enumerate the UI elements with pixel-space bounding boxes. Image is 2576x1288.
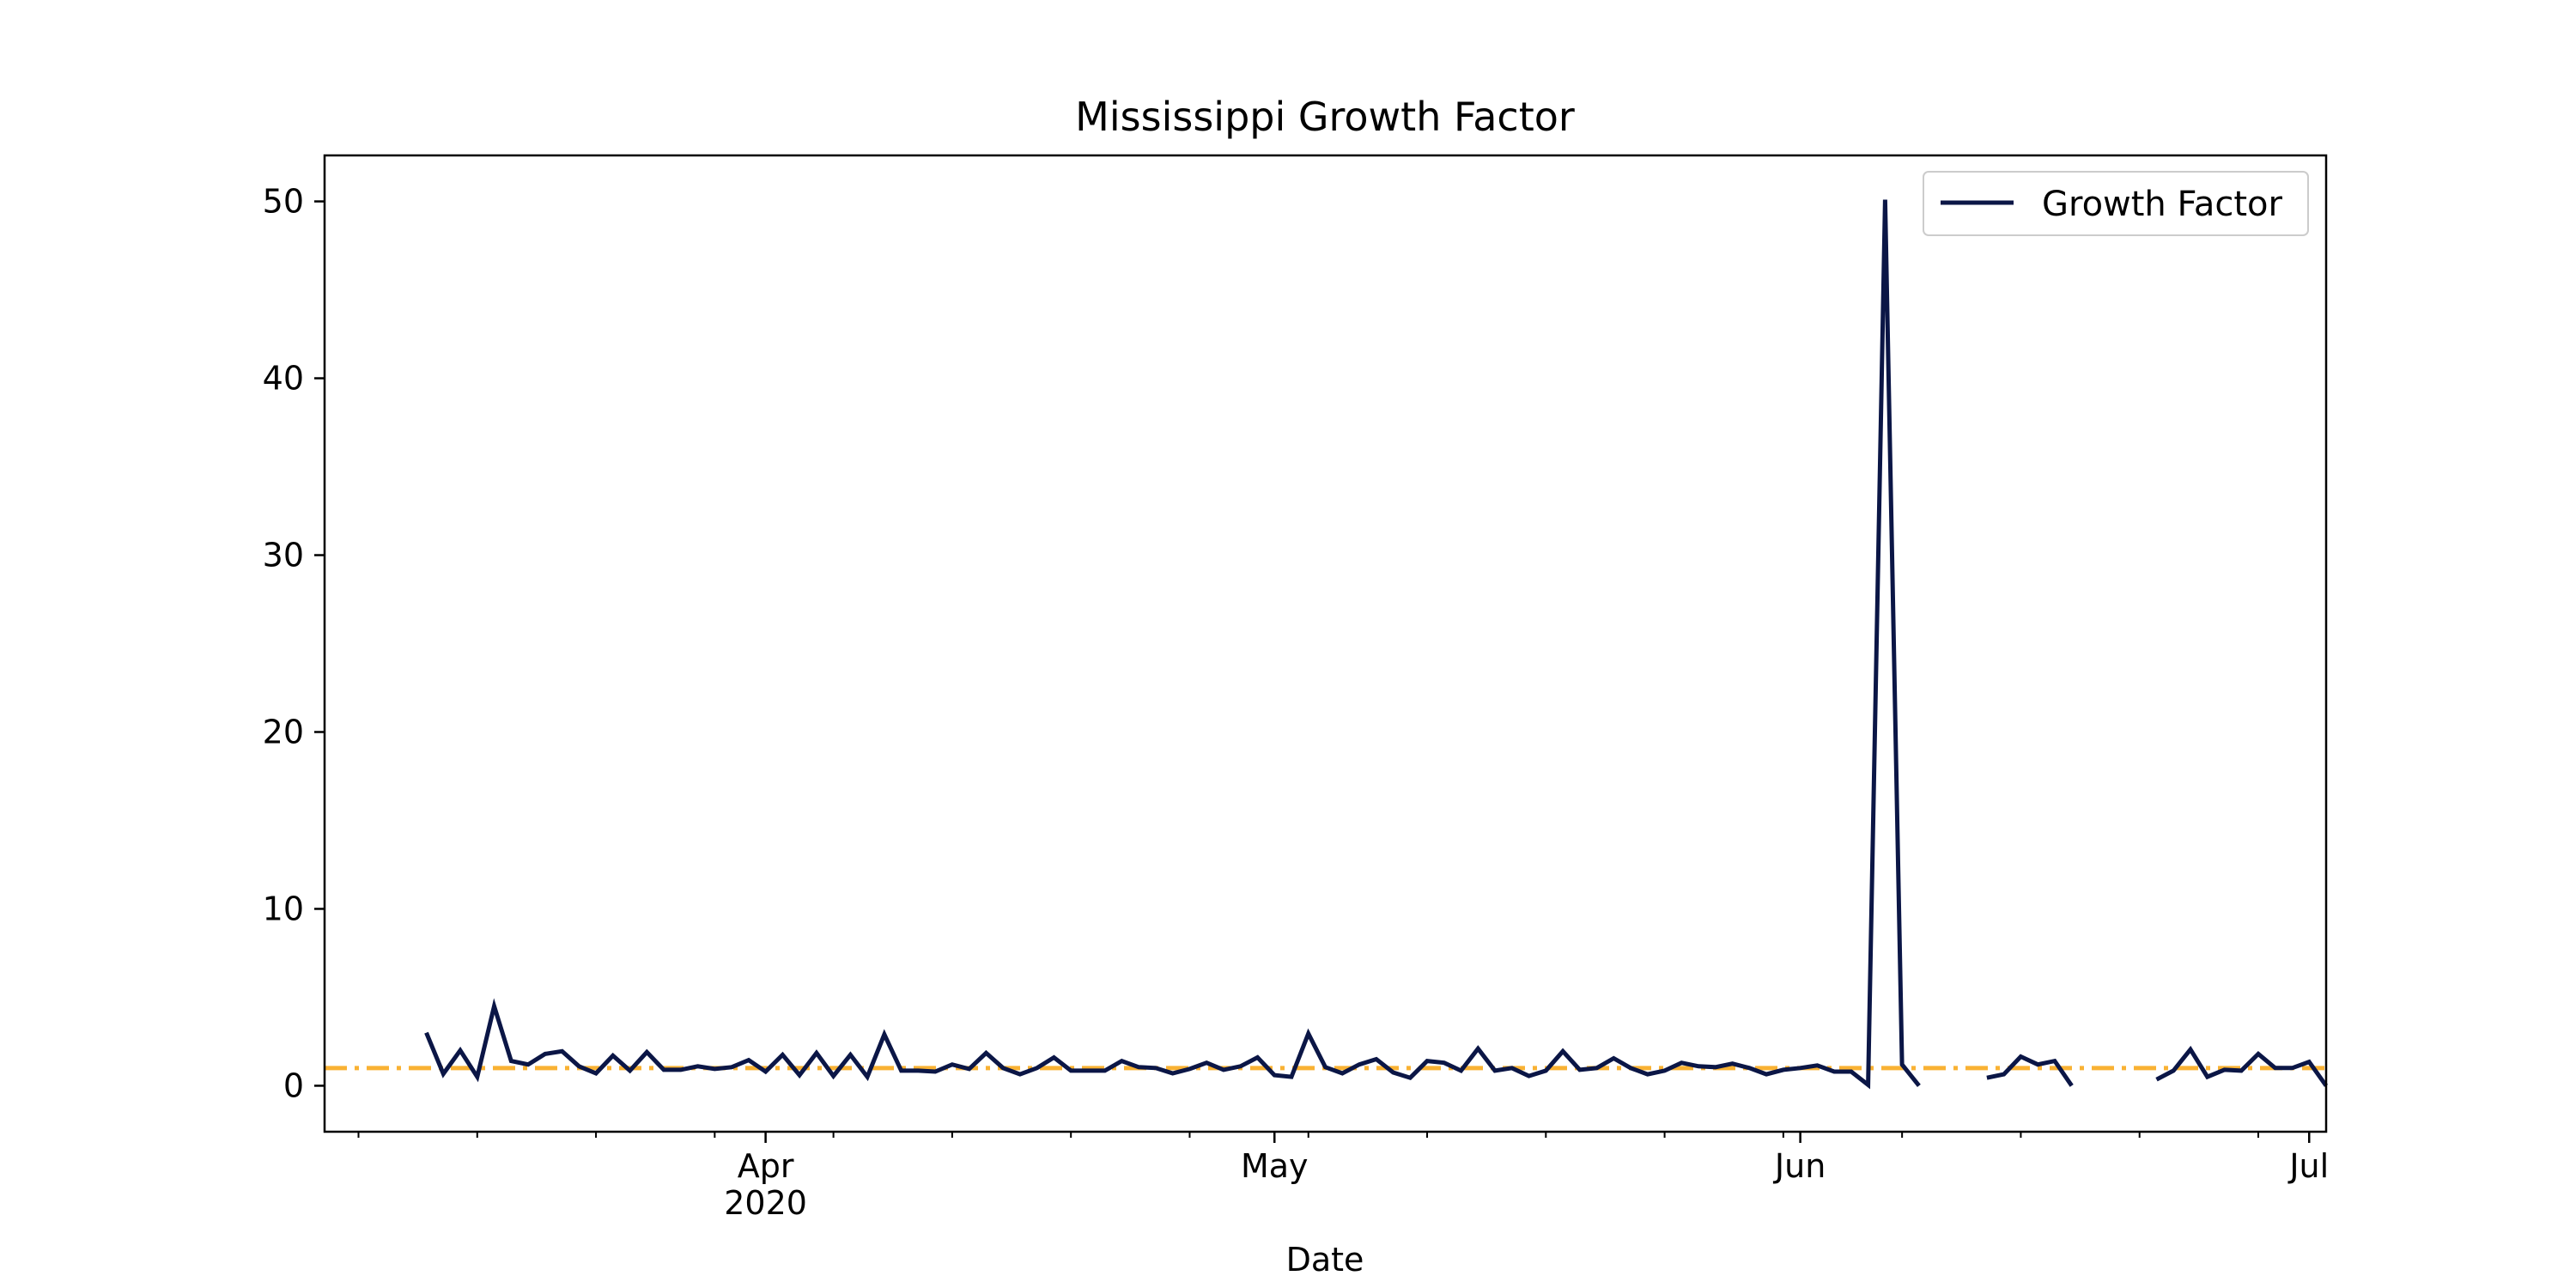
x-tick-label: Apr [738, 1147, 794, 1185]
x-axis-label: Date [1286, 1241, 1364, 1279]
y-tick-label: 30 [263, 537, 304, 574]
y-tick-label: 40 [263, 360, 304, 398]
axes-frame [323, 154, 2328, 1133]
series-line-segment-0-0 [424, 199, 1921, 1090]
y-tick-label: 0 [283, 1066, 304, 1104]
x-tick-sublabel: 2020 [724, 1184, 807, 1222]
series-line-segment-0-2 [2155, 1045, 2329, 1087]
legend-label-growth-factor: Growth Factor [2042, 185, 2282, 224]
y-tick-label: 20 [263, 713, 304, 750]
y-tick-label: 50 [263, 183, 304, 221]
series-line-segment-0-1 [1986, 1054, 2074, 1087]
y-tick-label: 10 [263, 890, 304, 927]
x-tick-label: Jul [2287, 1147, 2329, 1185]
legend-box [1923, 171, 2309, 236]
legend: Growth Factor [1923, 171, 2309, 236]
x-tick-label: May [1241, 1147, 1309, 1185]
chart-title: Mississippi Growth Factor [1075, 94, 1575, 140]
x-tick-label: Jun [1773, 1147, 1826, 1185]
